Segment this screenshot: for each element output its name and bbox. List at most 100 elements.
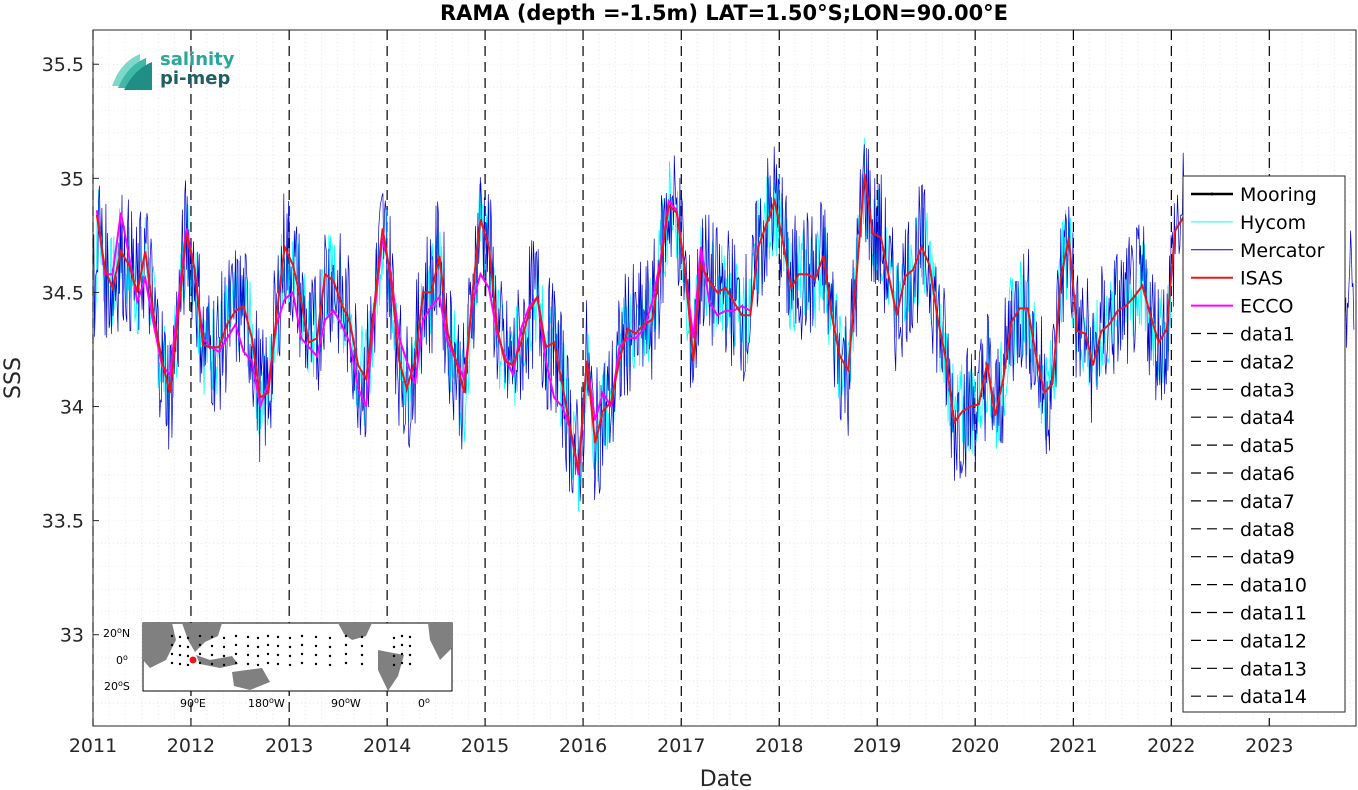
map-lat-20n: 20oN xyxy=(103,626,130,640)
mooring-dot xyxy=(408,635,412,639)
mooring-dot xyxy=(198,661,202,665)
series-lines xyxy=(95,173,1201,476)
mooring-dot xyxy=(170,652,174,656)
mooring-dot xyxy=(300,643,304,647)
mooring-dot xyxy=(198,643,202,647)
legend-label: Mooring xyxy=(1240,184,1317,206)
inset-map: 20oN 0o 20oS 90oE 180oW 90oW 0o xyxy=(103,622,453,710)
mooring-dot xyxy=(408,662,412,666)
mooring-dot xyxy=(222,636,226,640)
mooring-dot xyxy=(178,644,182,648)
logo-wave-icon xyxy=(112,54,152,90)
x-tick-label: 2021 xyxy=(1049,735,1097,757)
legend-marker xyxy=(1210,192,1214,196)
selected-mooring-marker xyxy=(189,656,197,664)
mooring-dot xyxy=(266,661,270,665)
mooring-dot xyxy=(276,662,280,666)
mooring-dot xyxy=(344,634,348,638)
mooring-dot xyxy=(288,645,292,649)
mooring-dot xyxy=(400,652,404,656)
mooring-dot xyxy=(222,654,226,658)
mooring-dot xyxy=(314,635,318,639)
legend-label: data8 xyxy=(1240,519,1295,541)
mooring-dot xyxy=(400,634,404,638)
mooring-dot xyxy=(186,636,190,640)
mooring-dot xyxy=(276,635,280,639)
mooring-dot xyxy=(170,661,174,665)
mooring-dot xyxy=(400,643,404,647)
mooring-dot xyxy=(266,652,270,656)
map-lat-20s: 20oS xyxy=(104,679,130,693)
legend-label: data12 xyxy=(1240,630,1307,652)
series-line-isas xyxy=(95,173,1201,471)
mooring-dot xyxy=(178,653,182,657)
x-tick-labels: 2011 2012 2013 2014 2015 2016 2017 2018 2019 2020… xyxy=(69,720,1293,757)
mooring-dot xyxy=(170,643,174,647)
mooring-dot xyxy=(210,662,214,666)
mooring-dot xyxy=(360,662,364,666)
x-tick-label: 2011 xyxy=(69,735,117,757)
y-tick-label: 33.5 xyxy=(42,511,84,533)
mooring-dot xyxy=(328,654,332,658)
mooring-dot xyxy=(256,645,260,649)
legend-label: data4 xyxy=(1240,407,1295,429)
x-tick-label: 2020 xyxy=(951,735,999,757)
mooring-dot xyxy=(328,645,332,649)
x-tick-label: 2012 xyxy=(167,735,215,757)
legend-label: data13 xyxy=(1240,658,1307,680)
mooring-dot xyxy=(288,636,292,640)
mooring-dot xyxy=(328,663,332,667)
x-tick-label: 2017 xyxy=(657,735,705,757)
mooring-dot xyxy=(246,635,250,639)
mooring-dot xyxy=(314,653,318,657)
mooring-dot xyxy=(234,661,238,665)
legend-label: data9 xyxy=(1240,547,1295,569)
x-tick-label: 2022 xyxy=(1147,735,1195,757)
legend-label: Mercator xyxy=(1240,240,1325,262)
legend: Mooring Hycom Mercator ISAS ECCO data1 data2 da… xyxy=(1182,175,1346,713)
mooring-dot xyxy=(222,645,226,649)
mooring-dot xyxy=(314,644,318,648)
y-tick-label: 34.5 xyxy=(42,282,84,304)
mooring-dot xyxy=(360,635,364,639)
x-tick-label: 2015 xyxy=(461,735,509,757)
legend-label: data7 xyxy=(1240,491,1295,513)
map-lon-0: 0o xyxy=(418,696,430,710)
chart-title: RAMA (depth =-1.5m) LAT=1.50°S;LON=90.00… xyxy=(440,1,1008,25)
mooring-dot xyxy=(392,663,396,667)
mooring-dot xyxy=(210,635,214,639)
mooring-dot xyxy=(360,644,364,648)
mooring-dot xyxy=(234,652,238,656)
mooring-dot xyxy=(300,652,304,656)
mooring-dot xyxy=(408,644,412,648)
series-line-ecco xyxy=(95,198,751,476)
x-tick-label: 2014 xyxy=(363,735,411,757)
mooring-dot xyxy=(300,634,304,638)
legend-label: data3 xyxy=(1240,379,1295,401)
mooring-dots xyxy=(170,634,412,667)
mooring-dot xyxy=(360,653,364,657)
x-tick-label: 2013 xyxy=(265,735,313,757)
mooring-dot xyxy=(246,653,250,657)
mooring-dot xyxy=(408,653,412,657)
mooring-dot xyxy=(210,644,214,648)
mooring-dot xyxy=(256,636,260,640)
x-tick-label: 2016 xyxy=(559,735,607,757)
mooring-dot xyxy=(186,663,190,667)
mooring-dot xyxy=(400,661,404,665)
mooring-dot xyxy=(276,644,280,648)
x-tick-label: 2018 xyxy=(755,735,803,757)
map-lon-90w: 90oW xyxy=(331,696,361,710)
mooring-dot xyxy=(198,652,202,656)
mooring-dot xyxy=(392,645,396,649)
mooring-dot xyxy=(266,634,270,638)
mooring-dot xyxy=(392,636,396,640)
legend-label: Hycom xyxy=(1240,212,1306,234)
y-tick-label: 35 xyxy=(60,168,84,190)
salinity-pimep-logo: salinity pi-mep xyxy=(112,49,235,90)
mooring-dot xyxy=(266,643,270,647)
legend-label: data1 xyxy=(1240,324,1295,346)
mooring-dot xyxy=(246,644,250,648)
mooring-dot xyxy=(344,643,348,647)
